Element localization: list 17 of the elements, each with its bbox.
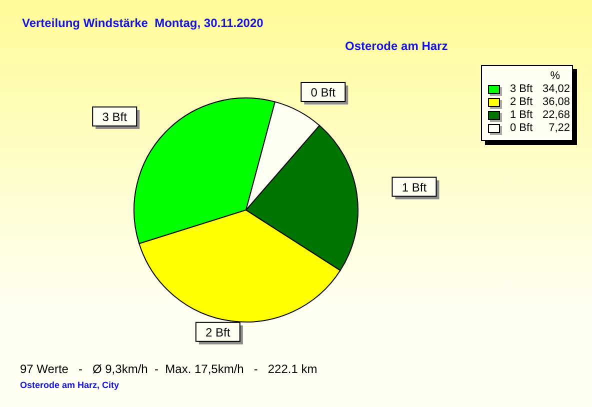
chart-title: Verteilung Windstärke Montag, 30.11.2020 <box>22 16 264 30</box>
text: Osterode am Harz, City <box>20 380 120 390</box>
legend-label: 0 Bft <box>510 122 534 135</box>
legend-label: 1 Bft <box>510 109 534 122</box>
chart-subtitle: Osterode am Harz <box>345 39 448 53</box>
legend-label: 2 Bft <box>510 96 534 109</box>
data-label: 34,02 <box>542 83 570 96</box>
slice-label: 1 Bft <box>402 180 428 194</box>
legend-title: % <box>550 70 560 82</box>
data-label: 36,08 <box>542 96 570 109</box>
legend-label: 3 Bft <box>510 83 534 96</box>
text: 97 Werte - Ø 9,3km/h - Max. 17,5km/h - 222.1 km <box>20 362 318 376</box>
slice-label: 0 Bft <box>310 85 336 100</box>
data-label: 7,22 <box>548 122 570 135</box>
slice-label: 3 Bft <box>102 110 128 124</box>
slice-label: 2 Bft <box>206 325 231 340</box>
data-label: 22,68 <box>542 109 570 122</box>
